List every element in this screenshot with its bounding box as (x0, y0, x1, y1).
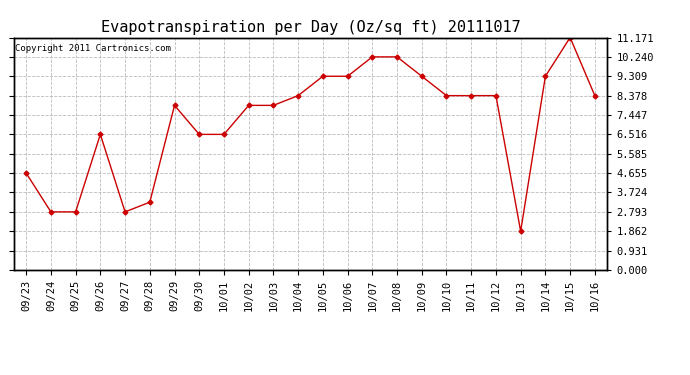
Title: Evapotranspiration per Day (Oz/sq ft) 20111017: Evapotranspiration per Day (Oz/sq ft) 20… (101, 20, 520, 35)
Text: Copyright 2011 Cartronics.com: Copyright 2011 Cartronics.com (15, 45, 171, 54)
